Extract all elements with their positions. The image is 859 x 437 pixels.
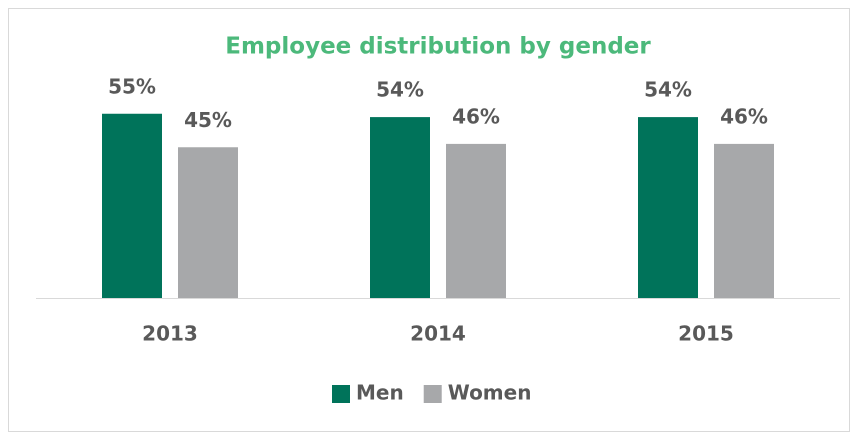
data-label: 54% (376, 78, 424, 102)
legend-swatch (332, 385, 350, 403)
legend-label: Men (356, 381, 404, 405)
legend-swatch (423, 385, 442, 403)
x-tick-label: 2015 (678, 322, 734, 346)
bar (102, 113, 162, 298)
data-label: 55% (108, 74, 156, 98)
chart-title: Employee distribution by gender (225, 34, 651, 60)
data-label: 46% (452, 104, 500, 128)
bar (178, 147, 238, 298)
bar (638, 117, 698, 298)
bar (370, 117, 430, 298)
x-tick-label: 2014 (410, 322, 466, 346)
data-label: 45% (184, 108, 232, 132)
x-tick-label: 2013 (142, 322, 198, 346)
data-label: 54% (644, 78, 692, 102)
bar (714, 143, 774, 298)
bar (446, 143, 506, 298)
legend-label: Women (448, 381, 532, 405)
data-label: 46% (720, 104, 768, 128)
